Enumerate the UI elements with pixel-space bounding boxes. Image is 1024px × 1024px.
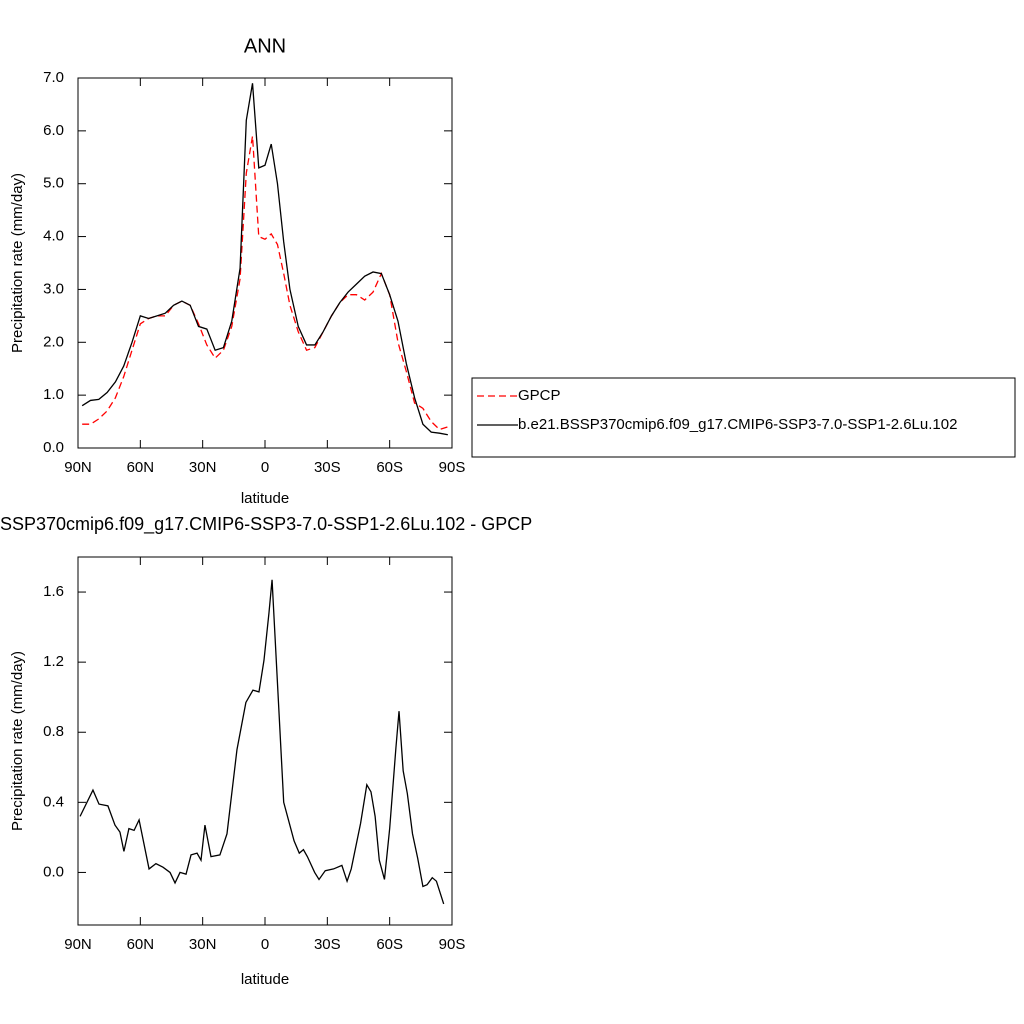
x-tick-label: 90N bbox=[64, 459, 92, 476]
y-tick-label: 3.0 bbox=[43, 280, 64, 297]
y-tick-label: 0.0 bbox=[43, 439, 64, 456]
y-tick-label: 2.0 bbox=[43, 333, 64, 350]
x-tick-label: 0 bbox=[261, 459, 269, 476]
y-axis-label: Precipitation rate (mm/day) bbox=[9, 651, 26, 831]
y-tick-label: 0.8 bbox=[43, 723, 64, 740]
legend-label: b.e21.BSSP370cmip6.f09_g17.CMIP6-SSP3-7.… bbox=[518, 416, 957, 433]
y-tick-label: 0.0 bbox=[43, 863, 64, 880]
y-tick-label: 5.0 bbox=[43, 175, 64, 192]
x-tick-label: 60S bbox=[376, 459, 403, 476]
y-tick-label: 4.0 bbox=[43, 228, 64, 245]
y-tick-label: 1.2 bbox=[43, 653, 64, 670]
y-tick-label: 1.0 bbox=[43, 386, 64, 403]
chart-title: SSP370cmip6.f09_g17.CMIP6-SSP3-7.0-SSP1-… bbox=[0, 514, 532, 535]
x-tick-label: 30S bbox=[314, 459, 341, 476]
legend-label: GPCP bbox=[518, 387, 561, 404]
x-tick-label: 90N bbox=[64, 936, 92, 953]
x-tick-label: 60N bbox=[127, 936, 155, 953]
y-tick-label: 0.4 bbox=[43, 793, 64, 810]
x-tick-label: 0 bbox=[261, 936, 269, 953]
y-axis-label: Precipitation rate (mm/day) bbox=[9, 173, 26, 353]
y-tick-label: 1.6 bbox=[43, 583, 64, 600]
x-tick-label: 60N bbox=[127, 459, 155, 476]
x-axis-label: latitude bbox=[241, 490, 289, 507]
x-axis-label: latitude bbox=[241, 971, 289, 988]
y-tick-label: 7.0 bbox=[43, 69, 64, 86]
data-line bbox=[81, 83, 448, 436]
legend-box bbox=[471, 377, 1016, 458]
chart-title: ANN bbox=[244, 35, 286, 57]
x-tick-label: 90S bbox=[439, 936, 466, 953]
x-tick-label: 30S bbox=[314, 936, 341, 953]
data-line bbox=[79, 579, 445, 905]
plot-frame bbox=[77, 556, 453, 926]
plot-frame bbox=[77, 77, 453, 449]
data-line bbox=[82, 136, 449, 431]
x-tick-label: 30N bbox=[189, 459, 217, 476]
x-tick-label: 30N bbox=[189, 936, 217, 953]
x-tick-label: 60S bbox=[376, 936, 403, 953]
x-tick-label: 90S bbox=[439, 459, 466, 476]
y-tick-label: 6.0 bbox=[43, 122, 64, 139]
